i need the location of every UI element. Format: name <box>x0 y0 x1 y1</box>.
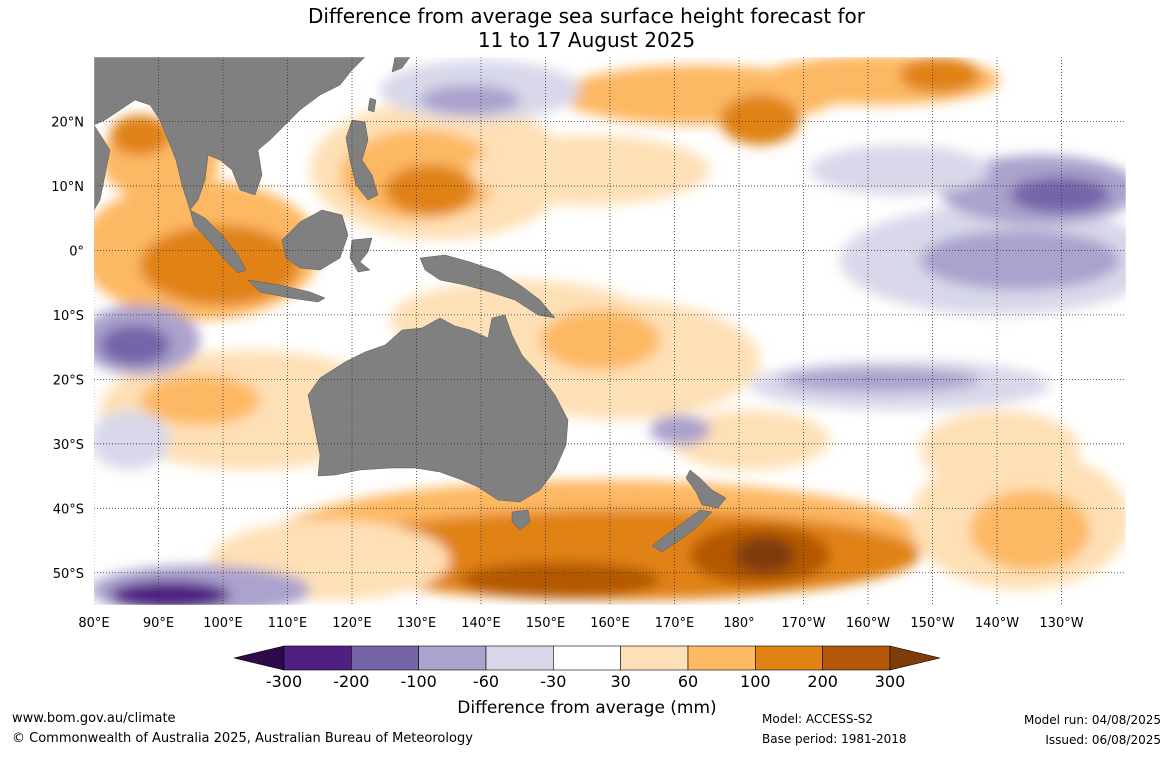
colorbar <box>233 645 941 671</box>
colorbar-segment <box>620 645 689 671</box>
latitude-label: 20°N <box>51 115 84 130</box>
latitude-label: 10°N <box>51 180 84 195</box>
colorbar-segment <box>822 645 891 671</box>
longitude-label: 120°E <box>332 616 372 631</box>
japan-islands <box>391 57 411 73</box>
asia-landmass <box>94 57 366 211</box>
footer-url: www.bom.gov.au/climate <box>12 711 176 726</box>
title-line-2: 11 to 17 August 2025 <box>477 28 696 52</box>
footer-model: Model: ACCESS-S2 <box>762 712 874 726</box>
latitude-label: 40°S <box>53 502 84 517</box>
colorbar-boundary-label: 30 <box>610 672 630 691</box>
colorbar-boundary-label: -100 <box>401 672 437 691</box>
sumatra-island <box>189 209 247 274</box>
india-tip <box>94 124 111 211</box>
longitude-label: 150°E <box>526 616 566 631</box>
philippines-islands <box>345 119 379 201</box>
footer-base-period: Base period: 1981-2018 <box>762 732 907 746</box>
footer-model-run: Model run: 04/08/2025 <box>1023 713 1161 727</box>
colorbar-boundary-label: 300 <box>875 672 906 691</box>
footer-copyright: © Commonwealth of Australia 2025, Austra… <box>12 731 473 746</box>
longitude-label: 150°W <box>910 616 954 631</box>
latitude-label: 0° <box>69 244 84 259</box>
longitude-label: 170°W <box>781 616 825 631</box>
map-title: Difference from average sea surface heig… <box>0 4 1173 52</box>
colorbar-segment <box>283 645 352 671</box>
colorbar-segment <box>755 645 823 671</box>
colorbar-boundary-label: 100 <box>740 672 771 691</box>
land-masses <box>94 57 727 553</box>
colorbar-segment <box>687 645 756 671</box>
colorbar-tick-labels: -300 -200 -100 -60 -30 30 60 100 200 300 <box>266 672 905 691</box>
longitude-label: 170°E <box>655 616 695 631</box>
colorbar-segment <box>418 645 487 671</box>
java-island <box>247 279 326 303</box>
colorbar-boundary-label: -300 <box>266 672 302 691</box>
colorbar-title: Difference from average (mm) <box>457 698 716 718</box>
map-area <box>94 57 1126 605</box>
title-line-1: Difference from average sea surface heig… <box>307 4 866 28</box>
latitude-label: 20°S <box>53 373 84 388</box>
colorbar-boundary-label: 200 <box>807 672 838 691</box>
colorbar-boundary-label: -60 <box>473 672 499 691</box>
longitude-label: 180° <box>723 616 754 631</box>
new-zealand-south <box>651 509 713 553</box>
tasmania-island <box>511 509 531 531</box>
longitude-label: 160°E <box>590 616 630 631</box>
latitude-label: 50°S <box>53 567 84 582</box>
longitude-label: 100°E <box>203 616 243 631</box>
borneo-island <box>281 209 349 271</box>
sea-surface-height-field <box>94 57 1126 605</box>
longitude-label: 110°E <box>268 616 308 631</box>
footer-issued: Issued: 06/08/2025 <box>1045 733 1161 747</box>
latitude-tick-labels: 20°N 10°N 0° 10°S 20°S 30°S 40°S 50°S <box>51 115 84 581</box>
australia-landmass <box>307 314 569 503</box>
taiwan-island <box>367 97 377 113</box>
latitude-label: 30°S <box>53 438 84 453</box>
longitude-label: 140°E <box>461 616 501 631</box>
map-frame <box>93 56 1127 606</box>
colorbar-boundary-label: -200 <box>333 672 369 691</box>
longitude-tick-labels: 80°E 90°E 100°E 110°E 120°E 130°E 140°E 150°E 16… <box>78 616 1083 631</box>
colorbar-boundary-label: -30 <box>540 672 566 691</box>
new-guinea-island <box>419 254 556 319</box>
colorbar-boundary-label: 60 <box>678 672 698 691</box>
colorbar-segment <box>553 645 621 671</box>
longitude-label: 80°E <box>78 616 109 631</box>
longitude-label: 160°W <box>846 616 890 631</box>
graticule <box>94 57 1126 605</box>
longitude-label: 90°E <box>143 616 174 631</box>
colorbar-extend-low <box>233 645 285 671</box>
sulawesi-island <box>349 237 373 273</box>
colorbar-extend-high <box>889 645 941 671</box>
colorbar-segment <box>485 645 554 671</box>
longitude-label: 140°W <box>975 616 1019 631</box>
longitude-label: 130°W <box>1039 616 1083 631</box>
latitude-label: 10°S <box>53 309 84 324</box>
colorbar-segment <box>351 645 419 671</box>
longitude-label: 130°E <box>397 616 437 631</box>
